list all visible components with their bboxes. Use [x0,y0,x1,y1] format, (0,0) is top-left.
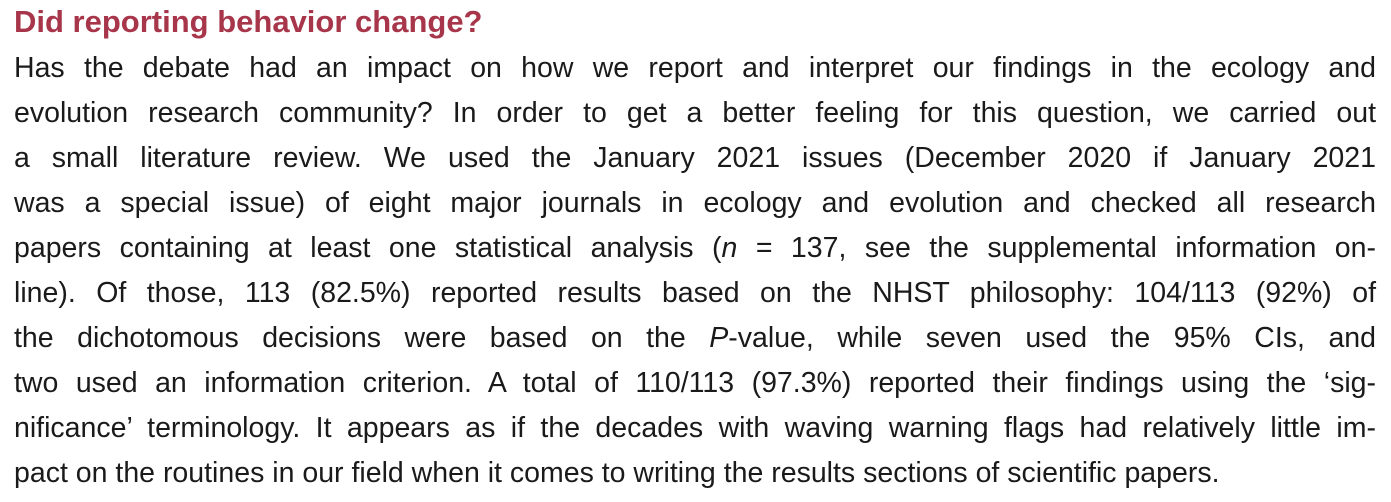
body-text: = 137, see the supplemental information … [737,232,1376,264]
body-line: evolution research community? In order t… [14,97,1376,129]
body-line: was a special issue) of eight major jour… [14,187,1376,219]
section-body: Has the debate had an impact on how we r… [14,46,1376,496]
body-line: papers containing at least one statistic… [14,226,1376,271]
body-line: a small literature review. We used the J… [14,142,1376,174]
article-section: Did reporting behavior change? Has the d… [14,0,1376,496]
body-line: line). Of those, 113 (82.5%) reported re… [14,277,1376,309]
body-text: the dichotomous decisions were based on … [14,322,710,354]
section-heading: Did reporting behavior change? [14,4,483,39]
body-line: nificance’ terminology. It appears as if… [14,412,1376,444]
body-text: -value, while seven used the 95% CIs, an… [728,322,1376,354]
body-text: papers containing at least one statistic… [14,232,722,264]
body-line: the dichotomous decisions were based on … [14,316,1376,361]
italic-symbol-n: n [721,232,738,264]
italic-symbol-p: P [709,322,729,354]
body-line: pact on the routines in our field when i… [14,457,1220,489]
body-line: two used an information criterion. A tot… [14,367,1376,399]
body-line: Has the debate had an impact on how we r… [14,52,1376,84]
